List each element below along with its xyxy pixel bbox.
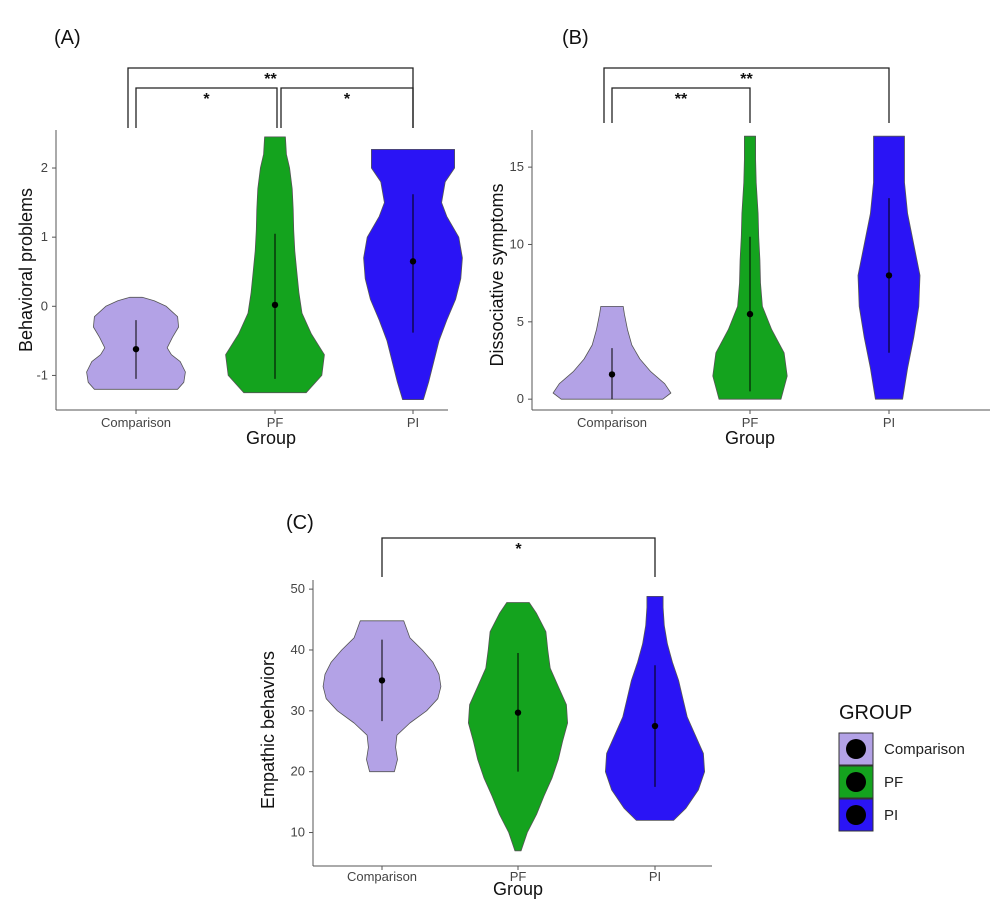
significance-bracket: [381, 537, 656, 577]
legend-item-pi: PI: [838, 798, 898, 832]
mean-point-pf: [746, 310, 754, 318]
legend-item-pf: PF: [838, 765, 903, 799]
panel-label-b: (B): [562, 27, 589, 49]
y-tick-label: 5: [517, 314, 524, 329]
y-tick-label: 50: [291, 581, 305, 596]
x-tick-label-pf: PF: [510, 869, 527, 884]
significance-label: *: [344, 91, 351, 108]
y-tick-label: 0: [41, 298, 48, 313]
mean-point-comparison: [608, 371, 616, 378]
mean-point-comparison: [378, 677, 386, 684]
panel-a: (A) Behavioral problems Group: [16, 27, 296, 448]
plot-c: 10 20 30 40 50 Comparison PF PI *: [291, 537, 712, 884]
y-tick-label: 20: [291, 764, 305, 779]
significance-bracket: [603, 67, 890, 123]
significance-label: **: [264, 71, 277, 88]
significance-bracket: [127, 67, 414, 128]
y-tick-label: 40: [291, 642, 305, 657]
significance-label: *: [203, 91, 210, 108]
x-tick-label-pi: PI: [883, 415, 895, 430]
panel-b: (B) Dissociative symptoms Group: [487, 27, 775, 448]
y-tick-label: 2: [41, 160, 48, 175]
mean-point-pi: [651, 722, 659, 730]
significance-bracket: [135, 87, 278, 128]
legend: GROUP Comparison PF PI: [838, 702, 965, 832]
xlabel-a: Group: [246, 428, 296, 448]
y-tick-label: 15: [510, 159, 524, 174]
significance-label: *: [515, 541, 522, 558]
mean-point-comparison: [132, 345, 140, 353]
xlabel-b: Group: [725, 428, 775, 448]
x-tick-label-comparison: Comparison: [347, 869, 417, 884]
x-tick-label-pi: PI: [649, 869, 661, 884]
mean-point-pi: [885, 272, 893, 279]
y-tick-label: 1: [41, 229, 48, 244]
y-tick-label: 30: [291, 703, 305, 718]
ylabel-a: Behavioral problems: [16, 188, 36, 352]
y-tick-label: 10: [510, 236, 524, 251]
x-tick-label-pf: PF: [267, 415, 284, 430]
panel-label-c: (C): [286, 512, 314, 534]
ylabel-c: Empathic behaviors: [258, 651, 278, 809]
legend-label-pi: PI: [884, 807, 898, 824]
y-tick-label: -1: [36, 367, 48, 382]
legend-dot-comparison: [846, 739, 866, 759]
legend-label-pf: PF: [884, 774, 903, 791]
panel-c: (C) Empathic behaviors Group: [258, 512, 543, 899]
legend-dot-pf: [846, 772, 866, 792]
mean-point-pi: [409, 258, 417, 265]
legend-label-comparison: Comparison: [884, 741, 965, 758]
significance-label: **: [675, 91, 688, 108]
x-tick-label-comparison: Comparison: [577, 415, 647, 430]
legend-title: GROUP: [839, 702, 912, 724]
mean-point-pf: [271, 301, 279, 309]
panel-label-a: (A): [54, 27, 81, 49]
y-tick-label: 0: [517, 391, 524, 406]
significance-label: **: [740, 71, 753, 88]
x-tick-label-pi: PI: [407, 415, 419, 430]
ylabel-b: Dissociative symptoms: [487, 183, 507, 366]
plot-b: 0 5 10 15 Comparison PF PI ** **: [510, 67, 990, 430]
mean-point-pf: [514, 709, 522, 716]
significance-bracket: [611, 87, 751, 123]
xlabel-c: Group: [493, 879, 543, 899]
legend-dot-pi: [846, 805, 866, 825]
x-tick-label-pf: PF: [742, 415, 759, 430]
legend-item-comparison: Comparison: [838, 732, 965, 766]
y-tick-label: 10: [291, 825, 305, 840]
x-tick-label-comparison: Comparison: [101, 415, 171, 430]
